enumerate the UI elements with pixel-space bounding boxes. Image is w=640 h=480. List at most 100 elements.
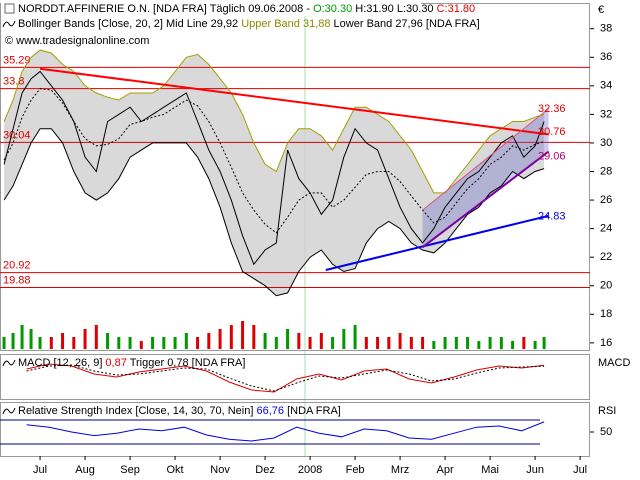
header-text: H:31.90 (352, 3, 394, 15)
legend-text: Upper Band 31,88 (238, 18, 330, 30)
volume-bar (83, 329, 87, 349)
header-text: C:31.80 (434, 3, 476, 15)
y-tick-label: 36 (600, 51, 612, 63)
level-label: 33.8 (3, 76, 24, 88)
trend-line (325, 214, 549, 271)
y-tick-label: 50 (600, 426, 612, 438)
x-tick-label: Nov (210, 464, 230, 476)
legend-text: Trigger 0,78 (127, 357, 189, 369)
volume-bar (263, 333, 267, 349)
y-tick-label: 30 (600, 137, 612, 149)
indicator-icon (2, 359, 16, 367)
x-tick-label: 2008 (298, 464, 322, 476)
series-line (3, 88, 545, 234)
volume-bar (274, 337, 278, 349)
volume-bar (511, 341, 515, 349)
series-line (26, 364, 545, 392)
y-tick-label: 34 (600, 80, 612, 92)
volume-bar (20, 325, 24, 349)
volume-bar (49, 337, 53, 349)
legend-text: Relative Strength Index [Close, 14, 30, … (18, 405, 253, 417)
x-tick-label: Apr (437, 464, 454, 476)
unit-label: € (598, 4, 604, 16)
indicator-icon (2, 407, 16, 415)
volume-bar (387, 337, 391, 349)
volume-bar (196, 337, 200, 349)
source: © www.tradesignalonline.com (5, 35, 149, 47)
level-label: 20.92 (3, 260, 31, 272)
y-tick-label: 22 (600, 251, 612, 263)
legend-text: 66,76 (253, 405, 284, 417)
header: NORDDT.AFFINERIE O.N. [NDA FRA] Täglich … (18, 3, 475, 15)
volume-bar (297, 333, 301, 349)
y-tick-label: 26 (600, 194, 612, 206)
volume-bar (477, 341, 481, 349)
trend-line (421, 150, 550, 248)
volume-bar (252, 325, 256, 349)
y-tick-label: 28 (600, 165, 612, 177)
volume-bar (398, 333, 402, 349)
x-tick-label: Jul (573, 464, 587, 476)
y-tick-label: 16 (600, 337, 612, 349)
x-tick-label: Sep (120, 464, 140, 476)
x-tick-label: Mai (481, 464, 499, 476)
x-tick-label: Dez (255, 464, 275, 476)
volume-bar (241, 321, 245, 349)
header-text: L:30.30 (394, 3, 434, 15)
legend-text: MACD [12, 26, 9] (18, 357, 102, 369)
x-tick-label: Jul (33, 464, 47, 476)
series-line (3, 70, 545, 266)
volume-bar (106, 333, 110, 349)
x-tick-label: Jun (526, 464, 544, 476)
legend-text: Mid Line 29,92 (163, 18, 238, 30)
price-annotation: 29.06 (538, 150, 566, 162)
panel-frame (0, 402, 590, 457)
y-tick-label: 32 (600, 108, 612, 120)
volume-bar (499, 337, 503, 349)
volume-bar (218, 329, 222, 349)
y-tick-label: 38 (600, 23, 612, 35)
panel-label: MACD (598, 357, 630, 369)
legend-text: [NDA FRA] (189, 357, 246, 369)
volume-bar (353, 325, 357, 349)
volume-bar (207, 333, 211, 349)
volume-bar (466, 337, 470, 349)
volume-bar (38, 337, 42, 349)
legend-text: Bollinger Bands [Close, 20, 2] (18, 18, 163, 30)
legend: MACD [12, 26, 9] 0,87 Trigger 0,78 [NDA … (18, 357, 245, 369)
price-annotation: 32.36 (538, 103, 566, 115)
volume-bar (308, 337, 312, 349)
header-icon (4, 3, 15, 14)
volume-bar (331, 337, 335, 349)
level-label: 30.04 (3, 129, 31, 141)
level-label: 19.88 (3, 274, 31, 286)
header-bg (1, 1, 421, 16)
header-text: O:30.30 (313, 3, 352, 15)
volume-bar (229, 325, 233, 349)
volume-bar (173, 337, 177, 349)
trend-line (422, 108, 549, 211)
volume-bar (11, 333, 15, 349)
level-label: 35.29 (3, 54, 31, 66)
volume-bar (319, 333, 323, 349)
volume-bar (342, 329, 346, 349)
y-tick-label: 18 (600, 308, 612, 320)
y-tick-label: 20 (600, 280, 612, 292)
volume-bar (151, 337, 155, 349)
volume-bar (184, 333, 188, 349)
volume-bar (29, 329, 33, 349)
series-line (3, 49, 545, 194)
volume-bar (488, 337, 492, 349)
legend: Bollinger Bands [Close, 20, 2] Mid Line … (18, 18, 480, 30)
legend-text: 0,87 (102, 357, 126, 369)
indicator-icon (2, 20, 16, 28)
header-text: NORDDT.AFFINERIE O.N. [NDA FRA] Täglich … (18, 3, 313, 15)
legend: Relative Strength Index [Close, 14, 30, … (18, 405, 341, 417)
volume-bar (286, 329, 290, 349)
volume-bar (117, 337, 121, 349)
y-tick-label: 24 (600, 223, 612, 235)
panel-label: RSI (598, 405, 616, 417)
price-annotation: 24.83 (538, 211, 566, 223)
x-tick-label: Feb (346, 464, 365, 476)
